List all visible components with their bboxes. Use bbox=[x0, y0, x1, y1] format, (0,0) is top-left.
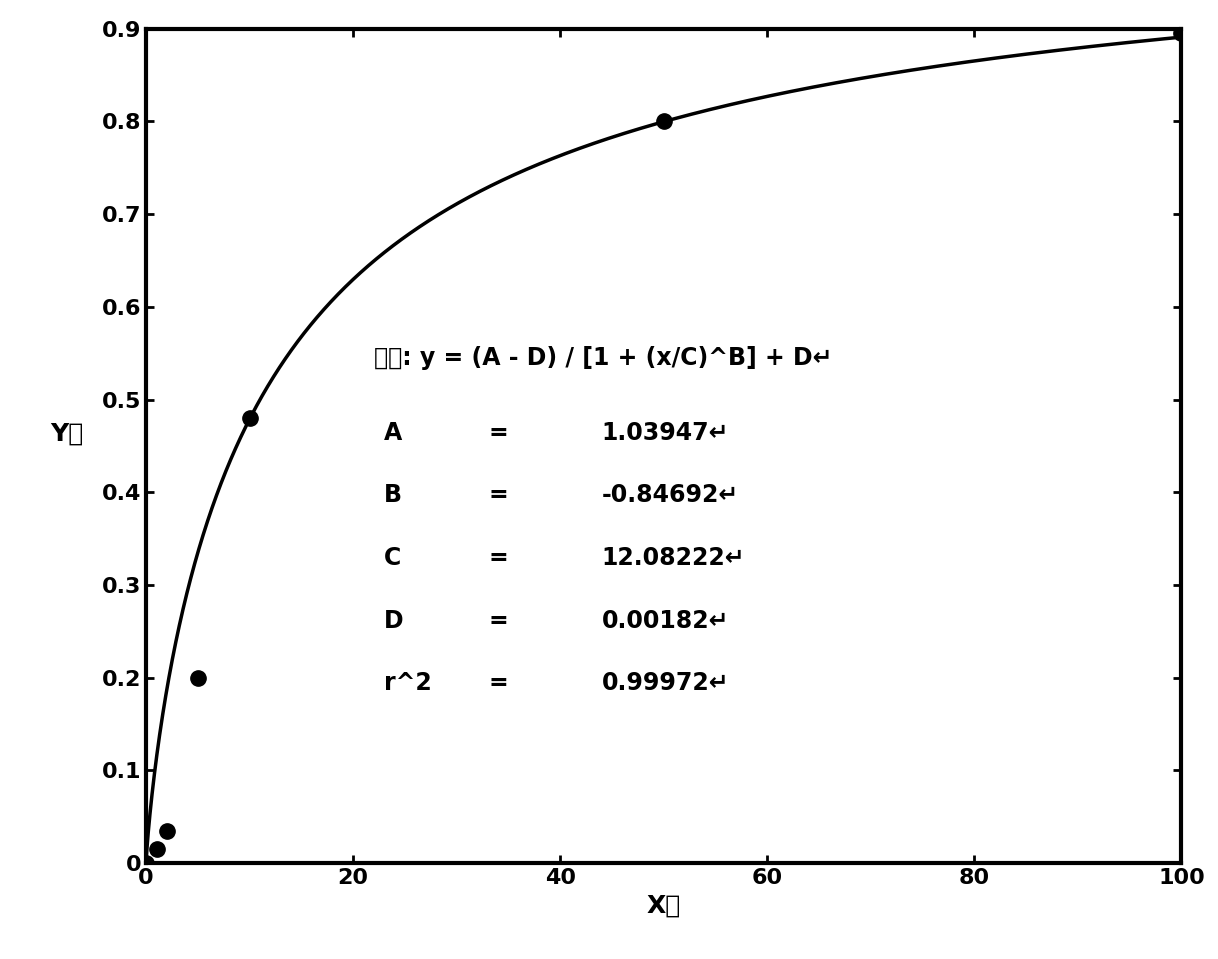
X-axis label: X値: X値 bbox=[647, 894, 681, 918]
Text: 0.99972↵: 0.99972↵ bbox=[602, 671, 730, 695]
Y-axis label: Y値: Y値 bbox=[50, 422, 84, 446]
Text: D: D bbox=[385, 609, 404, 633]
Text: =: = bbox=[488, 421, 508, 445]
Text: =: = bbox=[488, 546, 508, 570]
Text: B: B bbox=[385, 483, 402, 507]
Text: =: = bbox=[488, 483, 508, 507]
Text: r^2: r^2 bbox=[385, 671, 432, 695]
Text: 12.08222↵: 12.08222↵ bbox=[602, 546, 745, 570]
Text: A: A bbox=[385, 421, 402, 445]
Text: =: = bbox=[488, 671, 508, 695]
Text: C: C bbox=[385, 546, 402, 570]
Text: =: = bbox=[488, 609, 508, 633]
Text: 方程: y = (A - D) / [1 + (x/C)^B] + D↵: 方程: y = (A - D) / [1 + (x/C)^B] + D↵ bbox=[374, 346, 832, 370]
Text: -0.84692↵: -0.84692↵ bbox=[602, 483, 739, 507]
Text: 1.03947↵: 1.03947↵ bbox=[602, 421, 730, 445]
Text: 0.00182↵: 0.00182↵ bbox=[602, 609, 730, 633]
